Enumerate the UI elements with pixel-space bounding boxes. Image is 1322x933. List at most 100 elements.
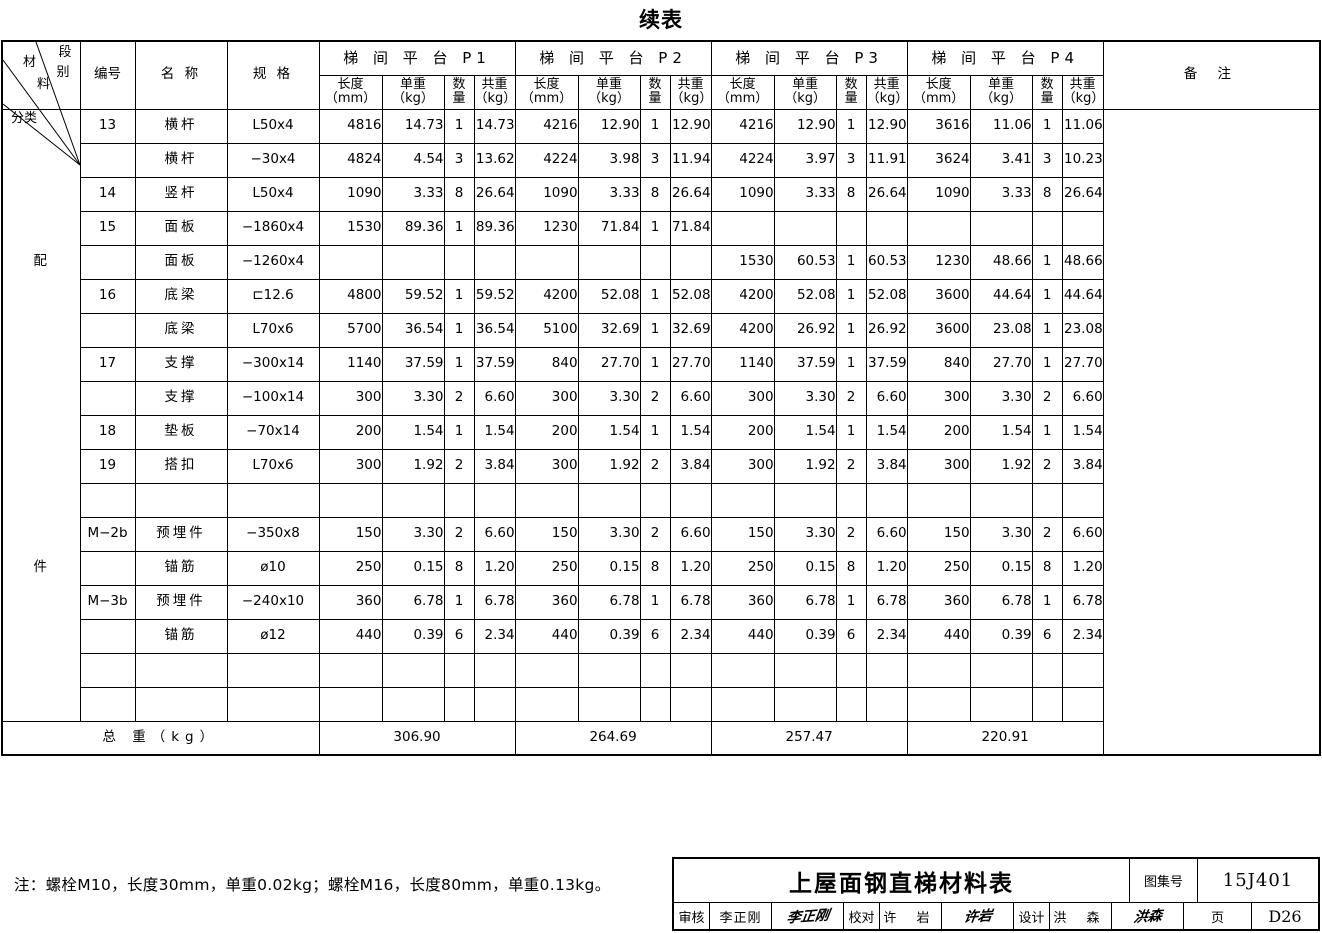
cell-p3-length xyxy=(710,210,775,246)
cell-spec: L50x4 xyxy=(226,108,320,144)
subheader-text2: 量 xyxy=(844,91,858,106)
cell-p1-length: 5700 xyxy=(318,312,383,348)
cell-p2-total-weight xyxy=(669,244,712,280)
cell-p4-unit-weight: 27.70 xyxy=(969,346,1033,382)
cell-p1-total-weight xyxy=(473,482,516,518)
cell-p4-total-weight xyxy=(1061,210,1104,246)
cell-p2-total-weight: 52.08 xyxy=(669,278,712,314)
cell-p2-unit-weight: 3.98 xyxy=(577,142,641,178)
cell-p3-qty: 1 xyxy=(835,312,867,348)
cell-p3-length: 300 xyxy=(710,448,775,484)
cell-p1-qty: 8 xyxy=(443,550,475,586)
subheader-text: 长度 xyxy=(337,77,364,93)
cell-p3-unit-weight: 3.30 xyxy=(773,380,837,416)
cell-p3-qty: 1 xyxy=(835,108,867,144)
corner-label-liao: 料 xyxy=(37,77,51,92)
page-value: D26 xyxy=(1268,906,1302,926)
total-p1: 306.90 xyxy=(318,720,516,756)
cell-p2-qty xyxy=(639,686,671,722)
cell-p2-unit-weight: 1.92 xyxy=(577,448,641,484)
cell-p4-unit-weight: 6.78 xyxy=(969,584,1033,620)
group-header-p1: 梯 间 平 台 P1 xyxy=(318,40,516,76)
review-label: 审核 xyxy=(674,903,710,929)
subheader-p2-total-weight: 共重 （kg） xyxy=(669,74,712,110)
cell-p1-length: 200 xyxy=(318,414,383,450)
cell-p4-length xyxy=(906,652,971,688)
cell-p4-length: 3616 xyxy=(906,108,971,144)
check-name: 许 岩 xyxy=(880,903,942,929)
cell-p1-total-weight: 3.84 xyxy=(473,448,516,484)
cell-p3-total-weight: 6.78 xyxy=(865,584,908,620)
cell-p3-qty xyxy=(835,482,867,518)
cell-spec: ⊏12.6 xyxy=(226,278,320,314)
cell-p1-total-weight: 1.54 xyxy=(473,414,516,450)
table-row: 17 支撑 −300x14 1140 37.59 1 37.59 840 27.70 1 27.70… xyxy=(2,346,1320,382)
cell-spec: −240x10 xyxy=(226,584,320,620)
cell-p4-qty: 1 xyxy=(1031,244,1063,280)
subheader-text: 长度 xyxy=(533,77,560,93)
cell-p4-unit-weight: 0.39 xyxy=(969,618,1033,654)
cell-p4-qty: 3 xyxy=(1031,142,1063,178)
cell-p4-total-weight: 27.70 xyxy=(1061,346,1104,382)
cell-p1-unit-weight: 1.92 xyxy=(381,448,445,484)
cell-p2-total-weight: 3.84 xyxy=(669,448,712,484)
category-label-top: 配 xyxy=(33,253,49,270)
cell-p4-qty: 1 xyxy=(1031,346,1063,382)
title-block-top-row: 上屋面钢直梯材料表 图集号 15J401 xyxy=(674,859,1318,903)
cell-p4-unit-weight: 1.54 xyxy=(969,414,1033,450)
cell-p2-total-weight: 6.60 xyxy=(669,516,712,552)
cell-p3-length: 200 xyxy=(710,414,775,450)
cell-p3-qty xyxy=(835,686,867,722)
cell-p2-total-weight: 2.34 xyxy=(669,618,712,654)
title-block-signature-row: 审核 李正刚 李正刚 校对 许 岩 许岩 设计 洪 森 洪森 页 D26 xyxy=(674,903,1318,929)
cell-p1-total-weight: 1.20 xyxy=(473,550,516,586)
cell-p3-length: 4200 xyxy=(710,312,775,348)
cell-p2-qty xyxy=(639,652,671,688)
cell-p2-unit-weight: 1.54 xyxy=(577,414,641,450)
cell-p2-length: 840 xyxy=(514,346,579,382)
cell-p2-qty: 1 xyxy=(639,414,671,450)
cell-p3-length xyxy=(710,652,775,688)
cell-p2-length: 4216 xyxy=(514,108,579,144)
cell-id xyxy=(79,618,136,654)
subheader-text2: 量 xyxy=(648,91,662,106)
cell-p1-length xyxy=(318,244,383,280)
total-row: 总 重（kg） 306.90 264.69 257.47 220.91 xyxy=(1,720,1320,756)
cell-p4-length: 840 xyxy=(906,346,971,382)
cell-p2-qty: 2 xyxy=(639,448,671,484)
cell-id xyxy=(79,686,136,722)
corner-diagonals-icon xyxy=(3,42,81,166)
cell-p1-qty: 1 xyxy=(443,210,475,246)
cell-p1-total-weight: 6.60 xyxy=(473,516,516,552)
cell-p2-length xyxy=(514,652,579,688)
cell-p1-total-weight: 89.36 xyxy=(473,210,516,246)
cell-name: 锚筋 xyxy=(134,618,228,654)
cell-id xyxy=(79,380,136,416)
cell-p2-total-weight: 26.64 xyxy=(669,176,712,212)
cell-p1-unit-weight: 0.39 xyxy=(381,618,445,654)
header-row-group: 段 别 材 料 分类 编号 名 称 规 格 梯 间 平 台 P1 梯 间 平 台… xyxy=(1,40,1321,166)
cell-p1-length xyxy=(318,686,383,722)
cell-p3-qty: 1 xyxy=(835,244,867,280)
cell-p3-length: 1530 xyxy=(710,244,775,280)
subheader-p2-qty: 数量 xyxy=(639,74,671,110)
subheader-unit: （kg） xyxy=(1062,91,1105,106)
cell-p3-length xyxy=(710,482,775,518)
group-header-p3: 梯 间 平 台 P3 xyxy=(710,40,908,76)
subheader-text: 共重 xyxy=(873,77,900,93)
cell-p3-unit-weight: 12.90 xyxy=(773,108,837,144)
subheader-text: 单重 xyxy=(596,77,623,93)
cell-name xyxy=(134,652,228,688)
cell-name: 底梁 xyxy=(134,278,228,314)
cell-p2-qty: 1 xyxy=(639,108,671,144)
cell-p3-unit-weight: 1.54 xyxy=(773,414,837,450)
subheader-text2: 量 xyxy=(452,91,466,106)
cell-p3-qty: 2 xyxy=(835,380,867,416)
cell-p4-unit-weight: 3.41 xyxy=(969,142,1033,178)
cell-p1-length xyxy=(318,482,383,518)
cell-p1-length xyxy=(318,652,383,688)
subheader-p4-length: 长度 （mm） xyxy=(906,74,971,110)
cell-p4-length: 300 xyxy=(906,448,971,484)
cell-p2-qty: 2 xyxy=(639,380,671,416)
cell-p4-total-weight: 6.60 xyxy=(1061,380,1104,416)
